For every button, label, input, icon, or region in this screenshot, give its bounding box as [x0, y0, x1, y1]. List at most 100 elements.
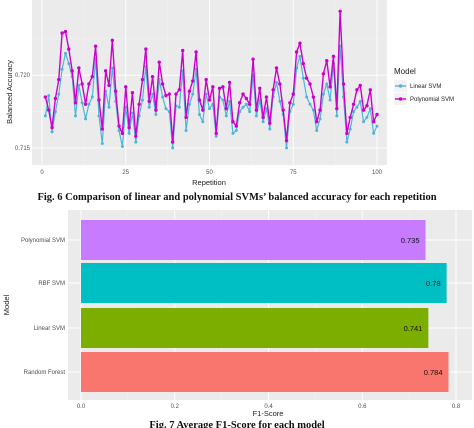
bar-y-axis-title: Model [2, 294, 11, 315]
data-point [241, 105, 245, 109]
data-point [351, 102, 356, 107]
data-point [241, 92, 245, 96]
data-point [237, 101, 242, 105]
data-point [261, 120, 265, 124]
data-point [181, 48, 185, 53]
data-point [157, 60, 161, 64]
bar-x-tick-label: 0.8 [452, 404, 461, 410]
data-point [77, 66, 81, 70]
data-point [74, 114, 77, 118]
line-y-tick-label: 0.720 [15, 73, 31, 79]
data-point [315, 120, 319, 124]
data-point [338, 9, 342, 13]
line-chart: 0 25 50 75 100 0.720 0.715 Repetition Balanced… [5, 0, 454, 187]
data-point [325, 58, 329, 63]
legend-key-marker [398, 97, 403, 101]
data-point [311, 95, 316, 99]
data-point [107, 83, 111, 88]
data-point [191, 79, 195, 83]
data-point [204, 77, 208, 82]
bar-series-group: 0.735 0.78 0.741 0.784 [81, 220, 449, 392]
data-point [83, 102, 88, 107]
figure-7-caption: Fig. 7 Average F1-Score for each model [149, 420, 324, 428]
data-point [274, 66, 279, 70]
data-point [140, 77, 145, 82]
data-point [84, 117, 88, 121]
bar [81, 352, 449, 392]
data-point [328, 85, 332, 89]
data-point [137, 102, 141, 107]
data-point [308, 102, 312, 106]
data-point [355, 88, 359, 92]
data-point [151, 92, 155, 96]
data-point [100, 127, 105, 131]
data-point [207, 98, 212, 102]
data-point [170, 140, 175, 144]
bar-x-axis-title: F1-Score [253, 409, 284, 418]
data-point [244, 102, 248, 106]
data-point [87, 82, 91, 86]
data-point [141, 98, 144, 102]
line-x-tick-label: 100 [372, 170, 383, 176]
data-point [368, 88, 372, 92]
data-point [160, 82, 165, 86]
data-point [227, 80, 232, 85]
data-point [221, 98, 225, 102]
data-point [87, 102, 91, 106]
data-point [201, 108, 205, 112]
data-point [258, 86, 262, 91]
data-point [268, 127, 272, 131]
data-point [150, 74, 155, 79]
data-point [301, 61, 305, 66]
data-point [231, 120, 235, 124]
data-point [63, 51, 67, 55]
data-point [284, 138, 289, 143]
data-point [315, 128, 319, 132]
data-point [304, 76, 309, 80]
data-point [372, 131, 376, 135]
data-point [231, 131, 235, 135]
legend-title: Model [394, 67, 416, 76]
data-point [335, 114, 339, 118]
data-point [147, 105, 151, 109]
data-point [318, 117, 322, 121]
data-point [187, 89, 192, 93]
data-point [127, 131, 131, 135]
data-point [321, 92, 325, 96]
data-point [130, 90, 135, 95]
data-point [97, 114, 101, 118]
data-point [144, 47, 148, 51]
data-point [275, 81, 278, 84]
data-point [57, 92, 61, 96]
data-point [164, 93, 168, 98]
data-point [365, 104, 369, 108]
data-point [177, 105, 181, 109]
data-point [134, 134, 138, 138]
data-point [50, 130, 54, 134]
data-point [325, 82, 329, 86]
data-point [154, 108, 158, 112]
data-point [70, 69, 74, 73]
line-y-tick-label: 0.715 [15, 146, 31, 152]
bar-x-tick-label: 0.2 [171, 404, 180, 410]
legend-key-marker [398, 84, 403, 88]
data-point [77, 83, 81, 87]
data-point [197, 112, 201, 116]
data-point [93, 44, 98, 48]
data-point [341, 82, 346, 86]
data-point [47, 94, 51, 98]
legend-label: Polynomial SVM [410, 97, 454, 103]
data-point [308, 82, 312, 86]
data-point [271, 88, 275, 92]
data-point [107, 105, 111, 109]
data-point [264, 95, 269, 99]
data-point [224, 114, 228, 118]
data-point [348, 127, 352, 131]
data-point [214, 134, 218, 138]
data-point [154, 112, 158, 116]
data-point [120, 144, 124, 148]
data-point [248, 110, 252, 114]
legend-label: Linear SVM [410, 84, 441, 90]
line-x-tick-label: 75 [290, 170, 297, 176]
